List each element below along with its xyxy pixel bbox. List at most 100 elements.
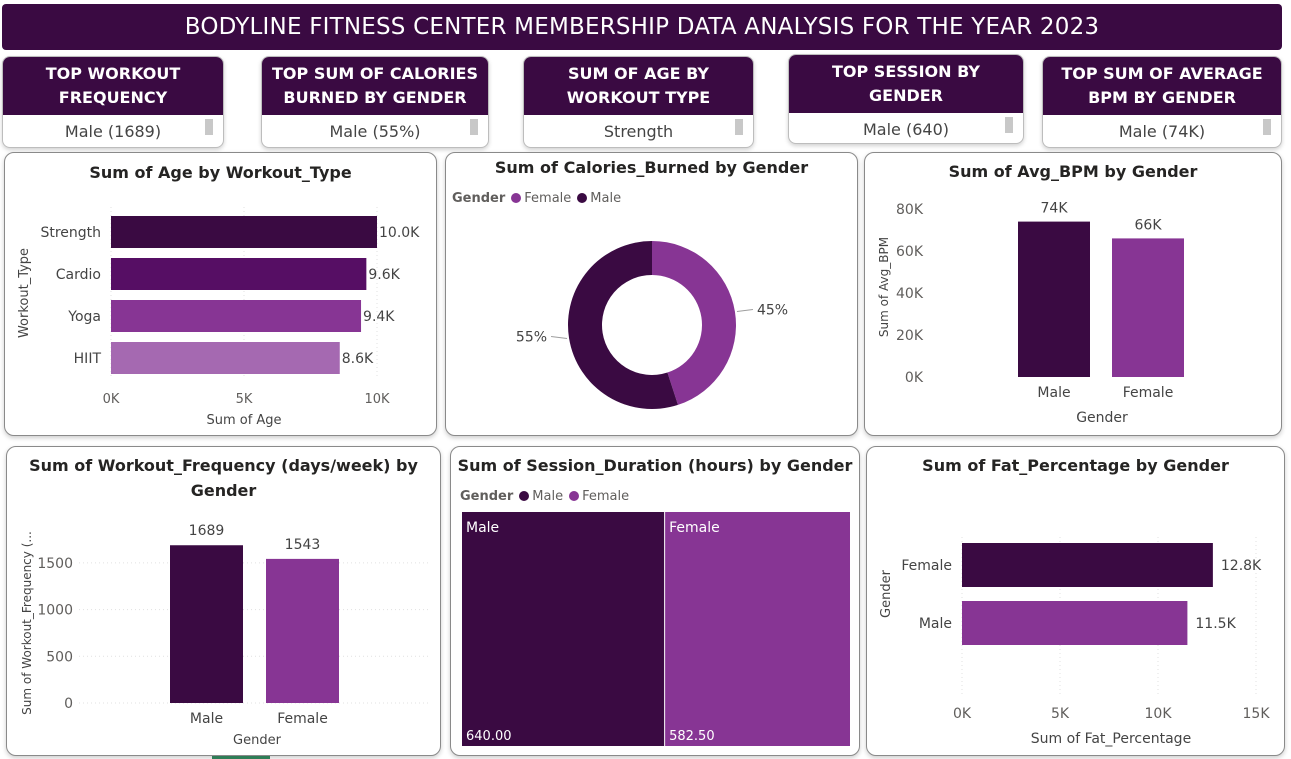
kpi-card-calories-burned[interactable]: TOP SUM OF CALORIES BURNED BY GENDER Mal… — [261, 56, 489, 148]
legend-item-male[interactable]: Male — [577, 191, 621, 206]
slice-label: 55% — [516, 329, 547, 345]
y-tick-label: 1000 — [37, 603, 73, 619]
x-category-label: Female — [277, 711, 328, 727]
legend-swatch-female — [511, 193, 522, 203]
slice-male[interactable] — [568, 241, 678, 409]
tile-value-label: 582.50 — [669, 729, 715, 744]
data-label: 10.0K — [379, 225, 420, 241]
bar-cardio[interactable] — [111, 258, 367, 290]
calories-donut-chart: 45% 55% — [516, 241, 788, 409]
kpi-card-age-by-workout[interactable]: SUM OF AGE BY WORKOUT TYPE Strength — [523, 56, 754, 148]
chart-title: Sum of Fat_Percentage by Gender — [922, 456, 1229, 475]
x-tick-label: 5K — [1051, 706, 1070, 722]
legend-label: Male — [532, 489, 564, 504]
dashboard-title: BODYLINE FITNESS CENTER MEMBERSHIP DATA … — [2, 4, 1282, 50]
bar-female[interactable] — [1112, 238, 1184, 377]
kpi-label: TOP WORKOUT FREQUENCY — [3, 57, 223, 115]
chart-card-fat-percentage[interactable]: Sum of Fat_Percentage by Gender 0K 5K 10K 1… — [866, 446, 1285, 756]
bar-yoga[interactable] — [111, 300, 362, 332]
kpi-value: Male (74K) — [1118, 121, 1206, 141]
chart-card-age-by-workout[interactable]: Sum of Age by Workout_Type 0K 5K 10K Streng… — [4, 152, 437, 436]
legend-item-female[interactable]: Female — [511, 191, 571, 206]
x-tick-label: 5K — [236, 392, 253, 407]
legend-label: Male — [590, 191, 622, 206]
tile-category-label: Male — [466, 520, 499, 536]
chart-title: Sum of Avg_BPM by Gender — [948, 162, 1198, 181]
scrollbar-thumb[interactable] — [1263, 119, 1271, 135]
y-axis-title: Sum of Avg_BPM — [877, 237, 891, 337]
x-tick-label: 0K — [103, 392, 120, 407]
kpi-card-session[interactable]: TOP SESSION BY GENDER Male (640) — [788, 54, 1024, 144]
bar-female[interactable] — [266, 558, 339, 703]
y-axis-title: Gender — [879, 569, 894, 618]
chart-card-workout-frequency[interactable]: Sum of Workout_Frequency (days/week) by … — [6, 446, 441, 756]
y-tick-label: 20K — [896, 328, 924, 344]
y-tick-label: 0 — [64, 696, 73, 712]
treemap-tile-male[interactable] — [462, 512, 665, 746]
page-tab-indicator[interactable] — [212, 756, 270, 759]
y-category-label: Cardio — [56, 267, 101, 283]
legend-item-female[interactable]: Female — [569, 489, 629, 504]
data-label: 12.8K — [1221, 558, 1262, 574]
kpi-label: TOP SUM OF AVERAGE BPM BY GENDER — [1043, 57, 1281, 115]
kpi-card-avg-bpm[interactable]: TOP SUM OF AVERAGE BPM BY GENDER Male (7… — [1042, 56, 1282, 148]
legend-title: Gender — [452, 191, 506, 206]
bar-hiit[interactable] — [111, 342, 340, 374]
bar-male[interactable] — [962, 601, 1188, 645]
scrollbar-thumb[interactable] — [1005, 117, 1013, 133]
x-axis-title: Sum of Fat_Percentage — [1031, 731, 1191, 747]
kpi-value: Male (1689) — [64, 121, 162, 141]
x-tick-label: 10K — [1145, 706, 1173, 722]
bar-female[interactable] — [962, 543, 1213, 587]
bpm-bar-chart: 0K 20K 40K 60K 80K 74K Male 66K Female Gender Sum … — [877, 201, 1184, 426]
data-label: 8.6K — [342, 351, 374, 367]
x-axis-title: Gender — [1076, 410, 1128, 426]
data-label: 9.4K — [363, 309, 395, 325]
chart-title: Sum of Calories_Burned by Gender — [494, 158, 809, 177]
bar-male[interactable] — [1018, 221, 1090, 377]
y-category-label: Female — [901, 558, 952, 574]
kpi-value: Male (55%) — [329, 121, 421, 141]
age-bar-chart: 0K 5K 10K Strength 10.0K Cardio 9.6K Yoga 9.4K HI… — [17, 207, 420, 428]
chart-card-calories[interactable]: Sum of Calories_Burned by Gender Gender … — [445, 152, 858, 436]
data-label: 11.5K — [1195, 616, 1236, 632]
chart-title: Sum of Session_Duration (hours) by Gende… — [457, 456, 853, 475]
y-tick-label: 60K — [896, 244, 924, 260]
x-tick-label: 0K — [953, 706, 972, 722]
legend-swatch-female — [569, 491, 580, 501]
session-treemap: Male 640.00 Female 582.50 — [462, 512, 850, 746]
bar-strength[interactable] — [111, 216, 377, 248]
y-tick-label: 1500 — [37, 556, 73, 572]
y-category-label: Yoga — [67, 309, 101, 325]
y-category-label: Strength — [40, 225, 101, 241]
chart-title: Sum of Workout_Frequency (days/week) by … — [29, 456, 418, 500]
x-tick-label: 15K — [1243, 706, 1271, 722]
scrollbar-thumb[interactable] — [735, 119, 743, 135]
x-category-label: Female — [1123, 385, 1174, 401]
bar-male[interactable] — [170, 545, 243, 703]
leader-line — [550, 335, 568, 339]
slice-label: 45% — [757, 303, 788, 319]
chart-card-avg-bpm[interactable]: Sum of Avg_BPM by Gender 0K 20K 40K 60K 80K 7… — [864, 152, 1282, 436]
x-axis-title: Sum of Age — [206, 413, 281, 428]
legend-item-male[interactable]: Male — [519, 489, 563, 504]
treemap-tile-female[interactable] — [665, 512, 850, 746]
kpi-card-workout-frequency[interactable]: TOP WORKOUT FREQUENCY Male (1689) — [2, 56, 224, 148]
legend: Gender Male Female — [460, 489, 629, 504]
legend-swatch-male — [519, 491, 530, 501]
scrollbar-thumb[interactable] — [205, 119, 213, 135]
x-category-label: Male — [190, 711, 223, 727]
scrollbar-thumb[interactable] — [470, 119, 478, 135]
x-axis-title: Gender — [233, 733, 282, 748]
tile-category-label: Female — [669, 520, 720, 536]
legend-swatch-male — [577, 193, 588, 203]
legend-label: Female — [582, 489, 630, 504]
slice-female[interactable] — [652, 241, 736, 405]
kpi-label: TOP SESSION BY GENDER — [789, 55, 1023, 113]
chart-card-session-duration[interactable]: Sum of Session_Duration (hours) by Gende… — [450, 446, 860, 756]
data-label: 9.6K — [368, 267, 400, 283]
y-axis-title: Sum of Workout_Frequency (... — [20, 531, 34, 715]
y-tick-label: 40K — [896, 286, 924, 302]
data-label: 66K — [1135, 217, 1163, 233]
kpi-value: Male (640) — [862, 119, 949, 139]
